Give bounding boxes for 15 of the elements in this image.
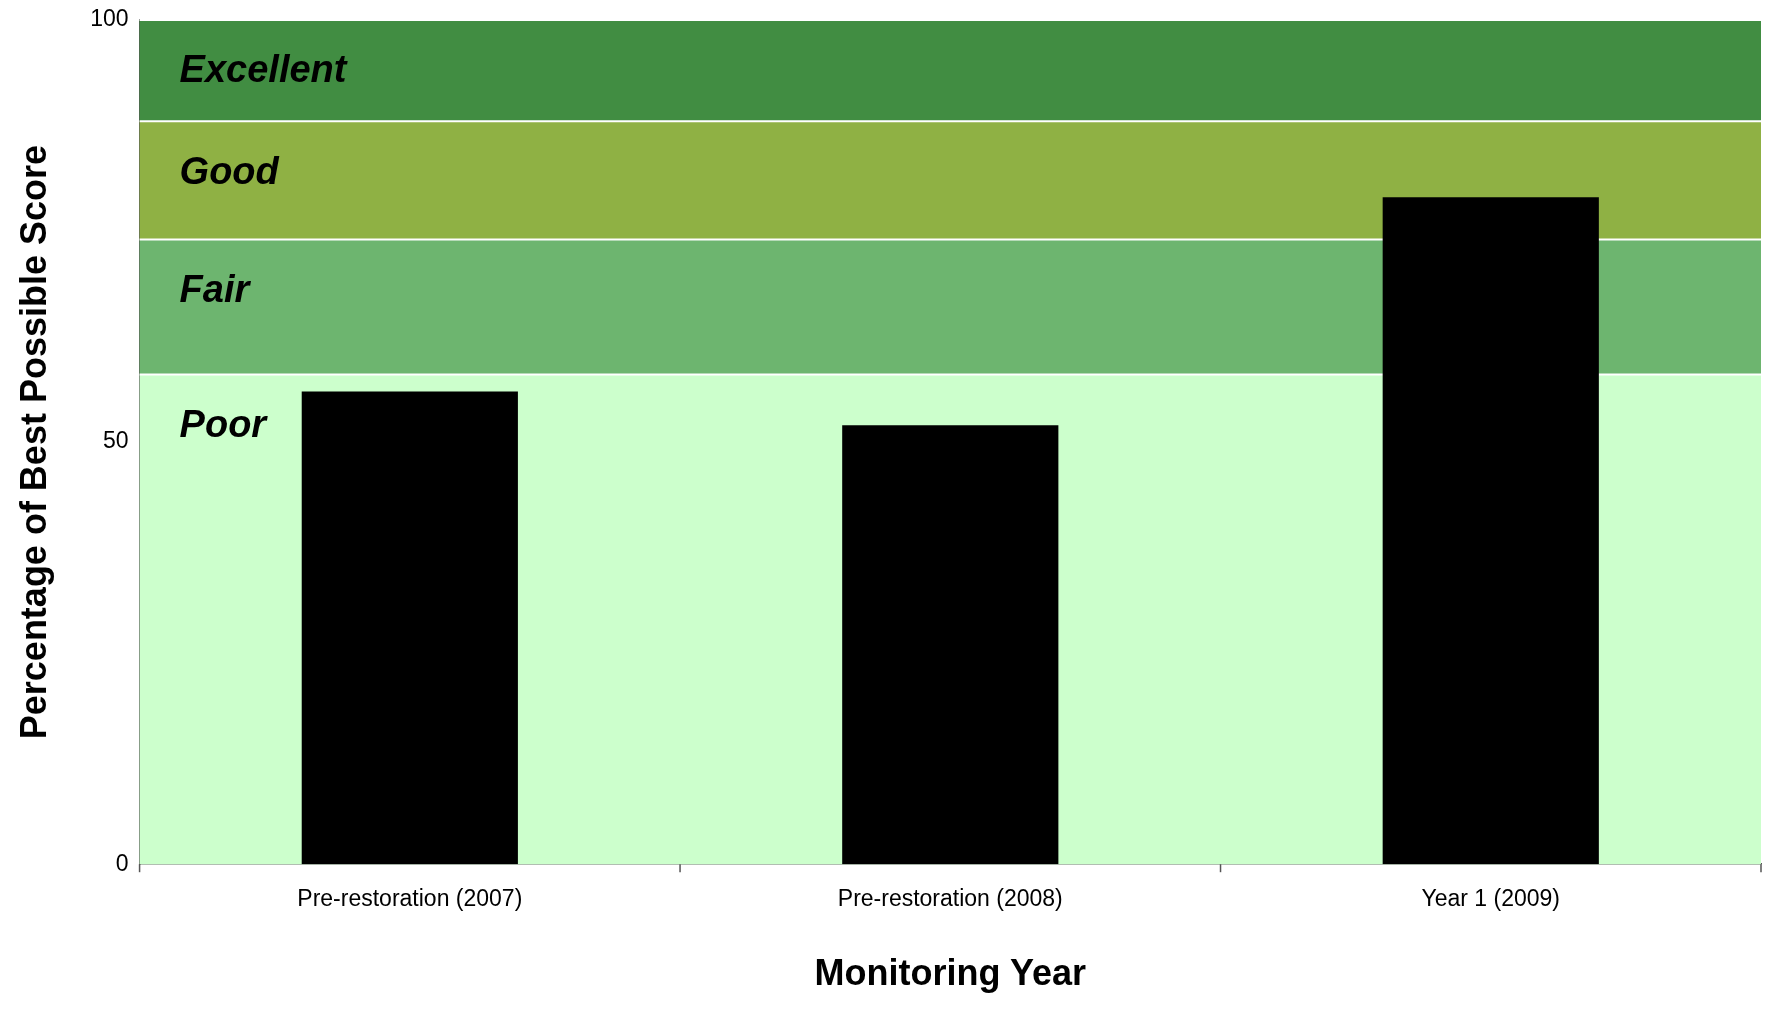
y-axis-title: Percentage of Best Possible Score — [12, 144, 54, 740]
band-label: Good — [179, 149, 280, 192]
y-tick-label: 50 — [102, 427, 129, 454]
y-tick-label: 100 — [90, 5, 129, 32]
y-tick-label: 0 — [115, 849, 129, 876]
x-axis-title: Monitoring Year — [814, 952, 1086, 994]
band-label: Fair — [179, 267, 252, 310]
x-tick-label: Year 1 (2009) — [1421, 885, 1561, 912]
bar — [301, 391, 518, 865]
bar — [1382, 197, 1599, 865]
x-tick-label: Pre-restoration (2007) — [297, 885, 523, 912]
bar — [842, 425, 1059, 865]
x-tick-label: Pre-restoration (2008) — [837, 885, 1063, 912]
band-label: Excellent — [179, 48, 348, 91]
band-label: Poor — [179, 403, 269, 446]
